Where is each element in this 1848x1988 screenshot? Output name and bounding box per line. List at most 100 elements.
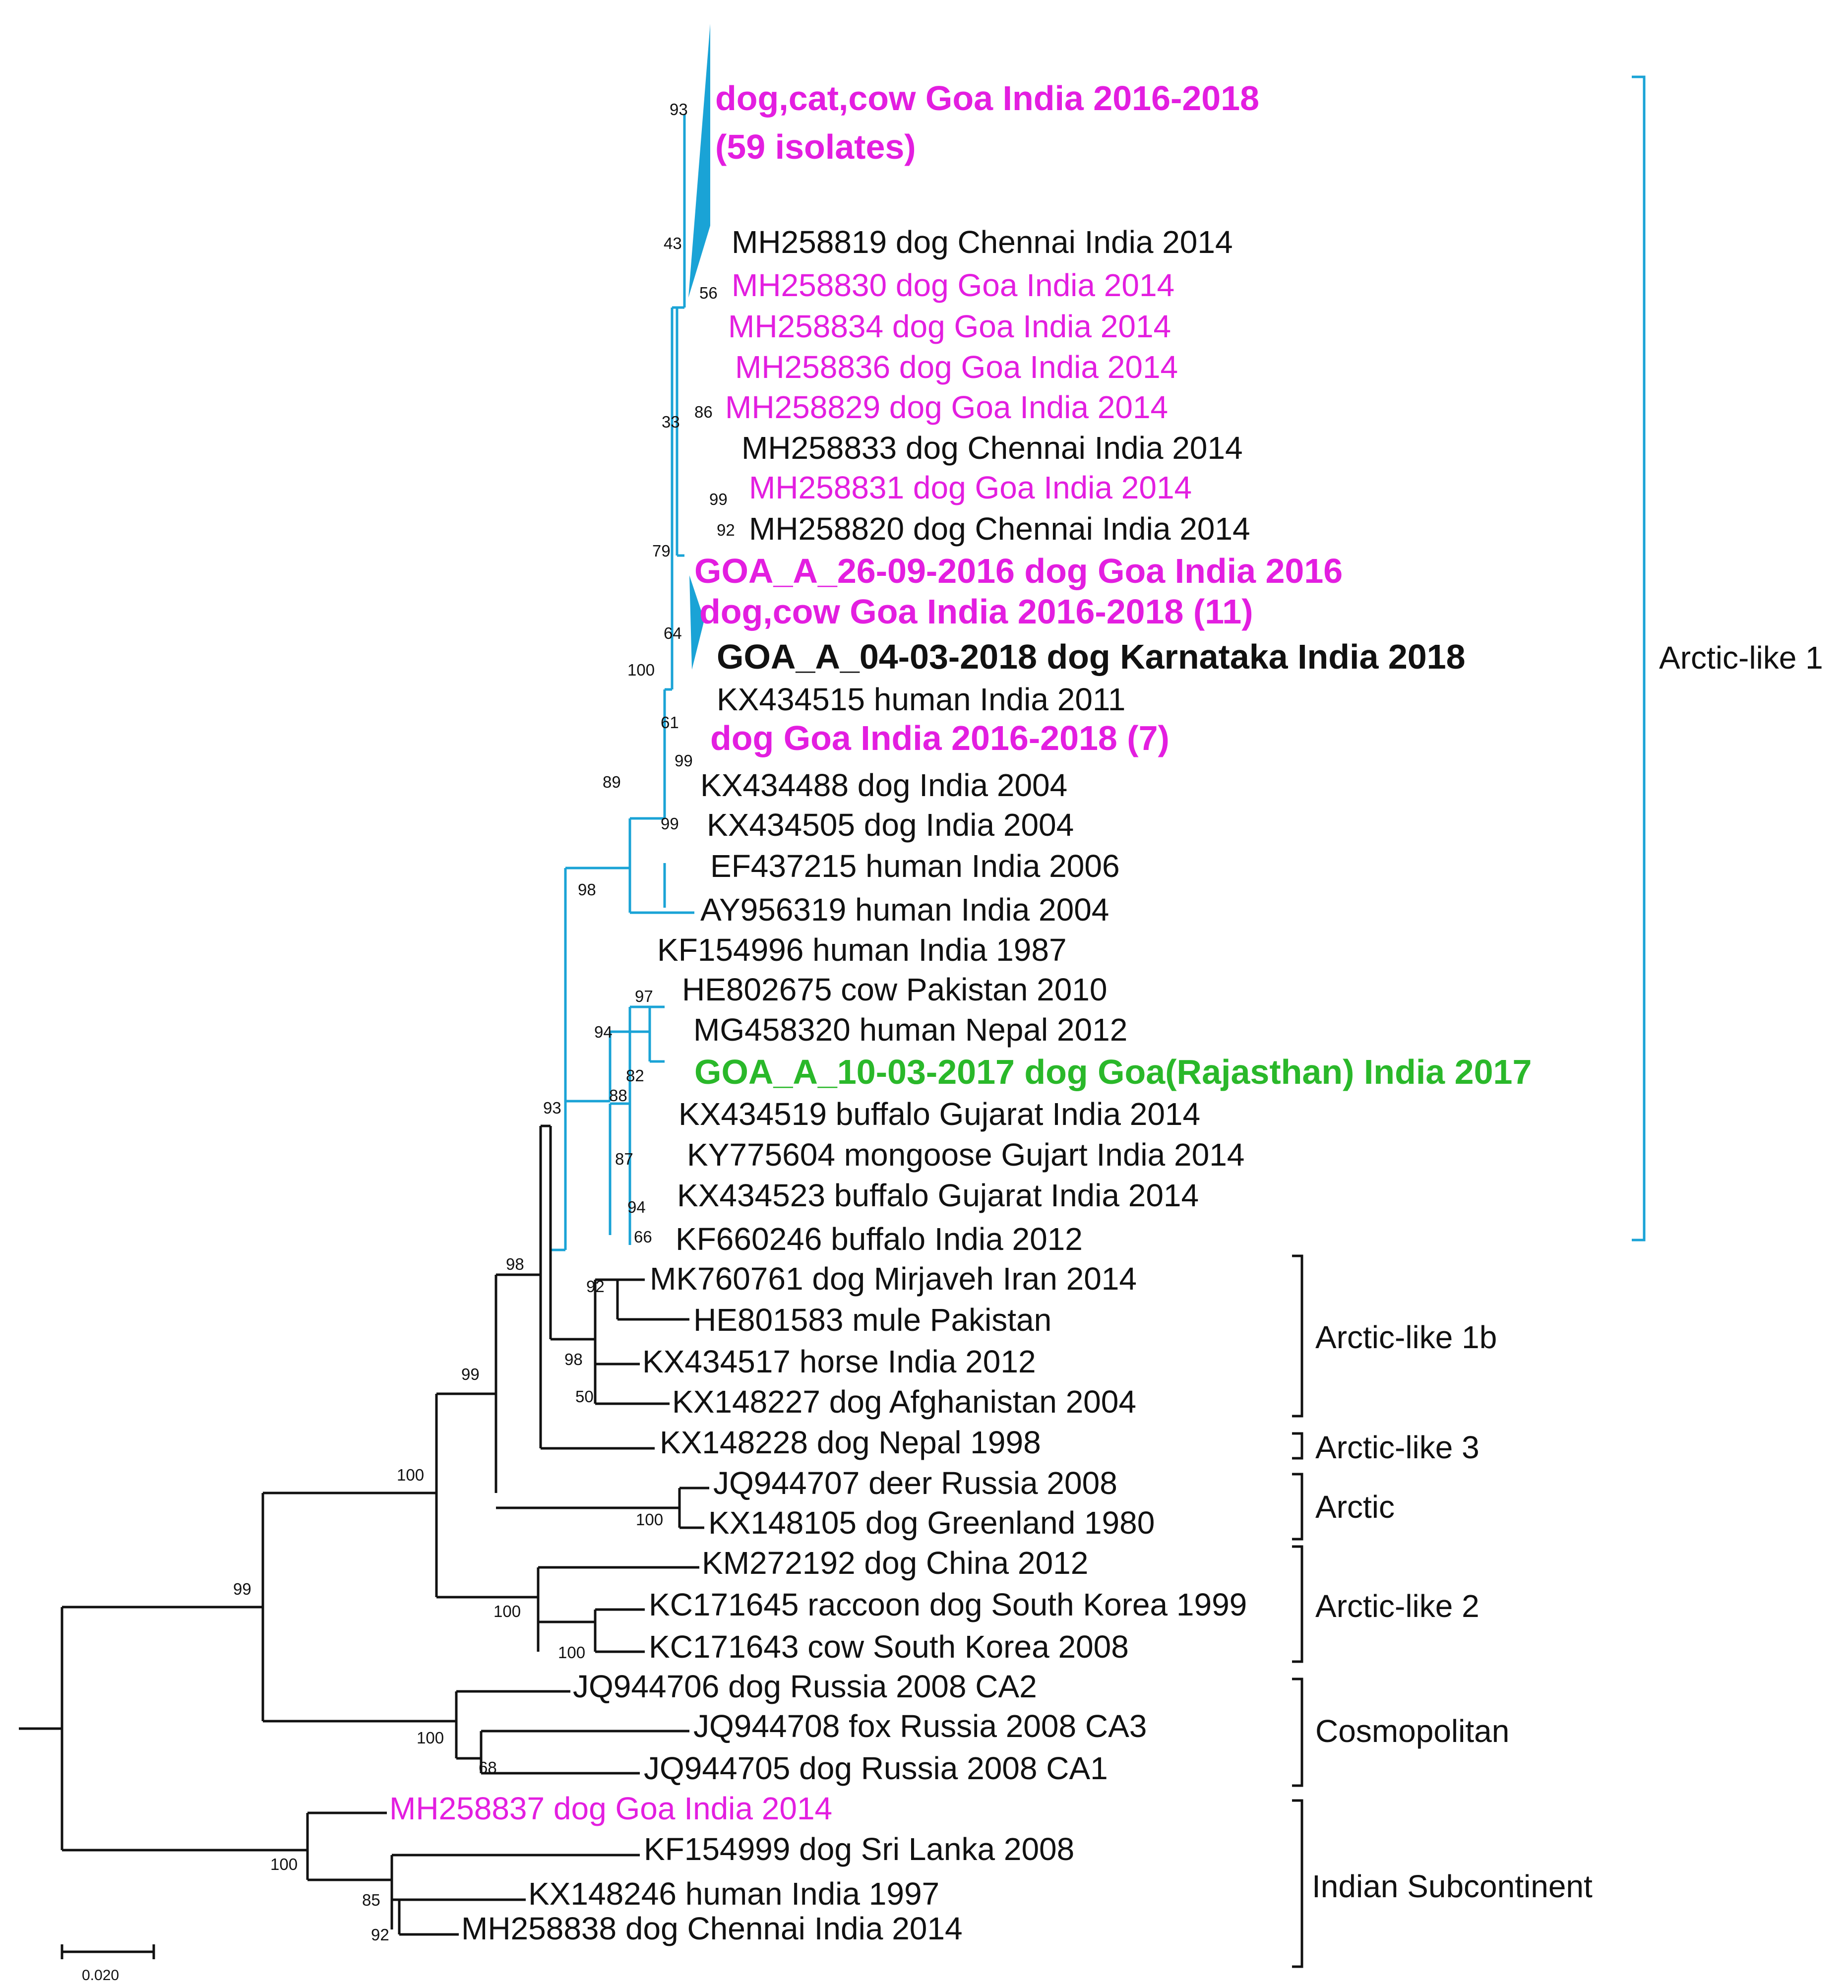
leaf-label: GOA_A_04-03-2018 dog Karnataka India 201… bbox=[717, 637, 1466, 676]
leaf-label: HE801583 mule Pakistan bbox=[693, 1302, 1051, 1338]
leaf-label: KX434505 dog India 2004 bbox=[707, 807, 1074, 843]
bootstrap-value: 100 bbox=[397, 1466, 424, 1484]
leaf-label: MH258837 dog Goa India 2014 bbox=[389, 1791, 832, 1826]
clade-label: Arctic-like 1 bbox=[1659, 640, 1823, 676]
bootstrap-value: 85 bbox=[362, 1891, 380, 1909]
bootstrap-value: 100 bbox=[493, 1602, 521, 1620]
leaf-label: JQ944705 dog Russia 2008 CA1 bbox=[644, 1750, 1108, 1786]
leaf-label: KF660246 buffalo India 2012 bbox=[676, 1221, 1083, 1257]
bootstrap-value: 100 bbox=[270, 1855, 298, 1873]
leaf-labels: dog,cat,cow Goa India 2016-2018 (59 isol… bbox=[389, 79, 1532, 1946]
leaf-label: KX148105 dog Greenland 1980 bbox=[708, 1505, 1155, 1541]
bootstrap-value: 87 bbox=[615, 1150, 633, 1168]
leaf-label: MH258820 dog Chennai India 2014 bbox=[749, 511, 1250, 547]
clade-label: Arctic-like 2 bbox=[1315, 1588, 1479, 1624]
bootstrap-value: 99 bbox=[675, 751, 693, 770]
bootstrap-value: 86 bbox=[694, 403, 713, 421]
leaf-label: dog,cat,cow Goa India 2016-2018 bbox=[715, 79, 1259, 118]
bootstrap-value: 99 bbox=[709, 490, 728, 508]
bracket-arctic-like-3 bbox=[1292, 1432, 1303, 1460]
bootstrap-value: 99 bbox=[461, 1365, 480, 1383]
leaf-label: KX434515 human India 2011 bbox=[717, 682, 1125, 717]
bootstrap-value: 97 bbox=[635, 987, 653, 1005]
bootstrap-value: 92 bbox=[586, 1277, 605, 1296]
leaf-label: KC171645 raccoon dog South Korea 1999 bbox=[649, 1587, 1247, 1622]
leaf-label: KC171643 cow South Korea 2008 bbox=[649, 1629, 1129, 1665]
bootstrap-value: 56 bbox=[699, 284, 718, 302]
backbone-branches bbox=[19, 1124, 709, 1936]
leaf-label: KF154996 human India 1987 bbox=[657, 932, 1067, 968]
arctic-like-1-branches bbox=[551, 114, 694, 1251]
leaf-label: HE802675 cow Pakistan 2010 bbox=[682, 972, 1107, 1007]
leaf-label: MK760761 dog Mirjaveh Iran 2014 bbox=[650, 1261, 1137, 1297]
bootstrap-value: 93 bbox=[543, 1099, 561, 1117]
leaf-label: JQ944706 dog Russia 2008 CA2 bbox=[573, 1669, 1037, 1704]
bracket-cosmopolitan bbox=[1292, 1677, 1303, 1787]
collapsed-clade-triangle-small bbox=[689, 575, 704, 670]
leaf-label: JQ944708 fox Russia 2008 CA3 bbox=[693, 1708, 1147, 1744]
bootstrap-value: 98 bbox=[506, 1255, 524, 1273]
bootstrap-value: 100 bbox=[417, 1729, 444, 1747]
leaf-label: dog Goa India 2016-2018 (7) bbox=[710, 719, 1170, 757]
leaf-label: MH258830 dog Goa India 2014 bbox=[732, 267, 1174, 303]
bootstrap-value: 94 bbox=[627, 1198, 646, 1216]
leaf-label: MG458320 human Nepal 2012 bbox=[693, 1012, 1127, 1048]
bootstrap-value: 92 bbox=[371, 1926, 389, 1944]
bracket-indian-subcontinent bbox=[1292, 1799, 1303, 1968]
bootstrap-value: 100 bbox=[636, 1510, 663, 1529]
leaf-label: MH258838 dog Chennai India 2014 bbox=[461, 1911, 963, 1946]
bootstrap-value: 50 bbox=[575, 1387, 594, 1406]
leaf-label: MH258834 dog Goa India 2014 bbox=[728, 309, 1171, 344]
leaf-label: JQ944707 deer Russia 2008 bbox=[713, 1465, 1117, 1501]
leaf-label: KX434517 horse India 2012 bbox=[642, 1344, 1036, 1379]
bracket-arctic-like-1b bbox=[1292, 1254, 1303, 1418]
bracket-arctic bbox=[1292, 1473, 1303, 1541]
leaf-label: (59 isolates) bbox=[715, 127, 916, 166]
leaf-label: KX148227 dog Afghanistan 2004 bbox=[672, 1384, 1136, 1420]
bootstrap-value: 94 bbox=[594, 1023, 613, 1041]
clade-label: Arctic-like 1b bbox=[1315, 1319, 1497, 1355]
leaf-label: KX434519 buffalo Gujarat India 2014 bbox=[678, 1096, 1200, 1132]
bracket-arctic-like-2 bbox=[1292, 1545, 1303, 1663]
clade-brackets bbox=[1292, 75, 1646, 1968]
clade-label: Arctic-like 3 bbox=[1315, 1429, 1479, 1465]
bracket-arctic-like-1 bbox=[1632, 75, 1646, 1242]
leaf-label: GOA_A_26-09-2016 dog Goa India 2016 bbox=[694, 552, 1343, 590]
bootstrap-value: 82 bbox=[626, 1066, 644, 1085]
leaf-label: GOA_A_10-03-2017 dog Goa(Rajasthan) Indi… bbox=[694, 1053, 1532, 1091]
leaf-label: MH258829 dog Goa India 2014 bbox=[725, 389, 1168, 425]
leaf-label: KF154999 dog Sri Lanka 2008 bbox=[644, 1831, 1074, 1867]
bootstrap-value: 66 bbox=[634, 1228, 652, 1246]
bootstrap-value: 88 bbox=[609, 1086, 627, 1105]
leaf-label: KX434523 buffalo Gujarat India 2014 bbox=[677, 1178, 1199, 1213]
leaf-label: EF437215 human India 2006 bbox=[710, 848, 1120, 884]
leaf-label: KY775604 mongoose Gujart India 2014 bbox=[687, 1137, 1244, 1173]
bootstrap-value: 79 bbox=[652, 542, 671, 560]
bootstrap-value: 68 bbox=[479, 1758, 497, 1777]
leaf-label: KX148228 dog Nepal 1998 bbox=[660, 1425, 1041, 1460]
clade-label: Indian Subcontinent bbox=[1312, 1868, 1593, 1904]
bootstrap-value: 89 bbox=[603, 773, 621, 791]
clade-label: Cosmopolitan bbox=[1315, 1713, 1509, 1749]
leaf-label: MH258833 dog Chennai India 2014 bbox=[741, 430, 1243, 466]
clade-label: Arctic bbox=[1315, 1489, 1395, 1525]
bootstrap-value: 100 bbox=[627, 661, 655, 679]
bootstrap-value: 98 bbox=[578, 880, 596, 899]
leaf-label: KX148246 human India 1997 bbox=[528, 1876, 939, 1912]
bootstrap-value: 61 bbox=[661, 713, 679, 732]
bootstrap-value: 93 bbox=[670, 100, 688, 119]
leaf-label: dog,cow Goa India 2016-2018 (11) bbox=[699, 592, 1253, 631]
leaf-label: MH258836 dog Goa India 2014 bbox=[735, 349, 1178, 385]
leaf-label: MH258831 dog Goa India 2014 bbox=[749, 470, 1192, 505]
bootstrap-value: 43 bbox=[664, 234, 682, 252]
bootstrap-value: 99 bbox=[661, 814, 679, 833]
clade-labels: Arctic-like 1 Arctic-like 1b Arctic-like… bbox=[1312, 640, 1823, 1904]
bootstrap-value: 98 bbox=[564, 1350, 583, 1368]
leaf-label: MH258819 dog Chennai India 2014 bbox=[732, 224, 1233, 260]
bootstrap-value: 99 bbox=[233, 1580, 251, 1598]
bootstrap-value: 64 bbox=[664, 624, 682, 642]
bootstrap-value: 33 bbox=[662, 413, 680, 431]
scale-bar bbox=[61, 1944, 155, 1959]
leaf-label: AY956319 human India 2004 bbox=[700, 892, 1109, 928]
bootstrap-value: 100 bbox=[558, 1643, 585, 1662]
